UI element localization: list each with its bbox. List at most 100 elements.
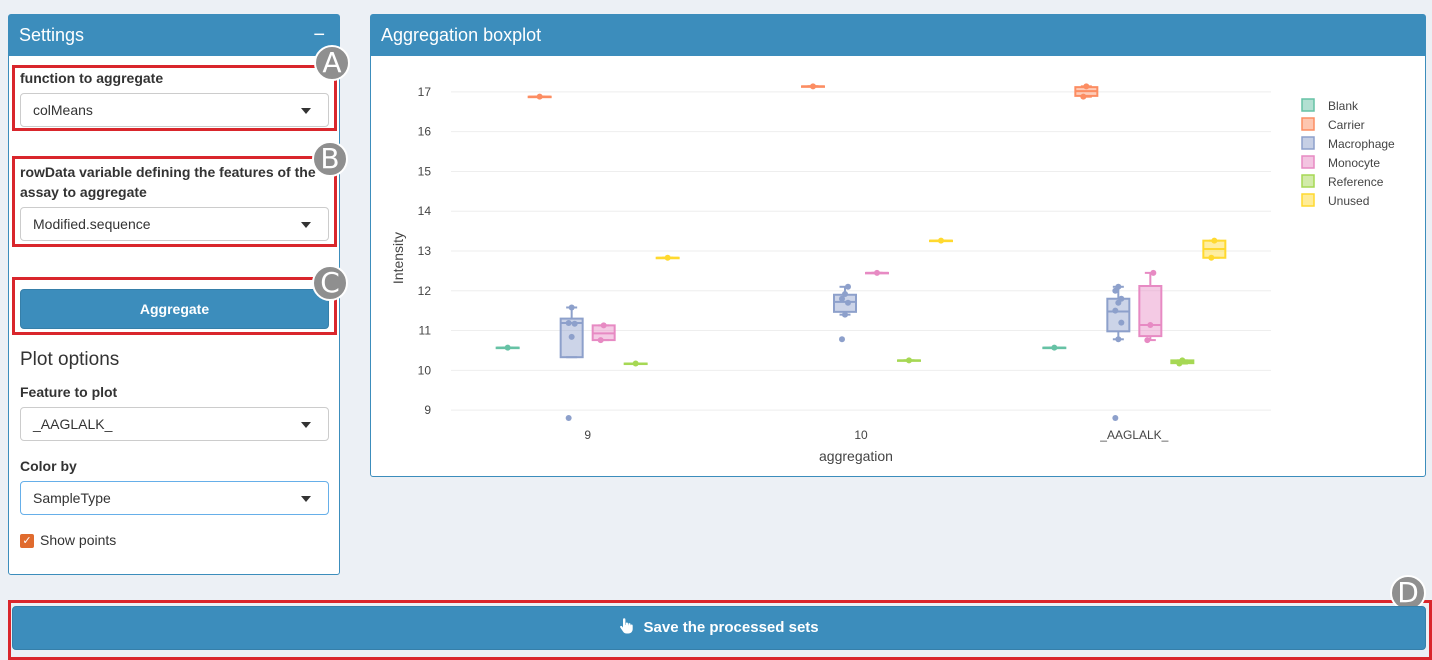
data-point[interactable]: [1211, 237, 1218, 244]
box-monocyte-10[interactable]: [865, 269, 889, 276]
data-point[interactable]: [632, 360, 639, 367]
legend-label: Blank: [1328, 99, 1359, 113]
highlight-frame-b: [12, 156, 337, 247]
data-point[interactable]: [664, 254, 671, 261]
box-unused-10[interactable]: [929, 237, 953, 244]
box-monocyte-9[interactable]: [591, 322, 616, 344]
data-point[interactable]: [1144, 337, 1151, 344]
color-by-select[interactable]: SampleType: [20, 481, 329, 515]
aggregate-function-value: colMeans: [33, 102, 93, 118]
box-blank-aaglalk[interactable]: [1042, 344, 1067, 351]
rowdata-variable-label: rowData variable defining the features o…: [20, 164, 316, 200]
box-carrier-aaglalk[interactable]: [1074, 83, 1099, 100]
data-point[interactable]: [810, 83, 816, 90]
data-point[interactable]: [1115, 283, 1122, 290]
data-point[interactable]: [839, 295, 845, 302]
legend-item-unused[interactable]: Unused: [1301, 193, 1369, 208]
caret-down-icon: [301, 222, 311, 228]
box-reference-aaglalk[interactable]: [1170, 357, 1195, 367]
box-carrier-9[interactable]: [527, 93, 552, 100]
highlight-frame-a: [12, 65, 337, 131]
box-monocyte-aaglalk[interactable]: [1138, 269, 1163, 344]
highlight-frame-d: [8, 600, 1432, 660]
save-processed-sets-button[interactable]: Save the processed sets: [12, 606, 1426, 650]
data-point[interactable]: [845, 283, 851, 290]
legend-item-monocyte[interactable]: Monocyte: [1301, 155, 1380, 170]
data-point[interactable]: [597, 337, 604, 344]
data-point[interactable]: [568, 304, 575, 311]
marker-d: D: [1390, 575, 1426, 611]
legend-swatch: [1301, 193, 1315, 207]
collapse-icon[interactable]: −: [313, 24, 325, 46]
save-button-label: Save the processed sets: [643, 619, 819, 636]
data-point[interactable]: [568, 333, 575, 340]
box-carrier-10[interactable]: [801, 83, 825, 90]
data-point[interactable]: [1208, 254, 1215, 261]
feature-to-plot-select[interactable]: _AAGLALK_: [20, 407, 329, 441]
data-point[interactable]: [938, 237, 944, 244]
data-point[interactable]: [1080, 93, 1087, 100]
box-macrophage-9[interactable]: [559, 304, 584, 422]
aggregate-button[interactable]: Aggregate: [20, 289, 329, 329]
legend-swatch: [1301, 155, 1315, 169]
aggregate-function-select[interactable]: colMeans: [20, 93, 329, 127]
x-tick-label: 9: [584, 428, 591, 442]
box-body: [833, 293, 857, 313]
data-point[interactable]: [1112, 307, 1119, 314]
box-unused-9[interactable]: [655, 254, 680, 261]
box-macrophage-aaglalk[interactable]: [1106, 283, 1131, 422]
plot-panel: Aggregation boxplot 9 10 11 12 13 14 15 16 17 9 1…: [370, 14, 1426, 477]
data-point[interactable]: [600, 322, 607, 329]
data-point[interactable]: [1118, 295, 1125, 302]
aggregation-boxplot[interactable]: 9 10 11 12 13 14 15 16 17 9 10 _AAGLALK_ aggregati…: [371, 56, 1425, 476]
rowdata-variable-select[interactable]: Modified.sequence: [20, 207, 329, 241]
box-blank-9[interactable]: [495, 344, 520, 351]
legend-label: Carrier: [1328, 118, 1365, 132]
data-point[interactable]: [1118, 319, 1125, 326]
x-axis-label: aggregation: [819, 448, 893, 464]
data-point[interactable]: [565, 319, 572, 326]
legend-item-blank[interactable]: Blank: [1301, 98, 1359, 113]
data-point[interactable]: [906, 357, 912, 364]
show-points-checkbox[interactable]: ✓: [20, 534, 34, 548]
legend-label: Unused: [1328, 194, 1369, 208]
data-point[interactable]: [1115, 336, 1122, 343]
feature-to-plot-label: Feature to plot: [20, 384, 118, 400]
box-reference-10[interactable]: [897, 357, 921, 364]
box-macrophage-10[interactable]: [833, 283, 857, 343]
plot-options-heading: Plot options: [20, 349, 120, 370]
y-tick-label: 9: [424, 403, 431, 417]
data-point[interactable]: [1083, 83, 1090, 90]
data-point[interactable]: [1051, 344, 1058, 351]
data-point[interactable]: [1147, 321, 1154, 328]
box-unused-aaglalk[interactable]: [1202, 237, 1227, 261]
data-point[interactable]: [845, 299, 851, 306]
data-point[interactable]: [874, 269, 880, 276]
data-point[interactable]: [842, 311, 848, 318]
data-point[interactable]: [842, 290, 848, 297]
y-tick-label: 12: [418, 284, 432, 298]
legend-item-macrophage[interactable]: Macrophage: [1301, 136, 1395, 151]
chart-legend[interactable]: Blank Carrier Macrophage Monocyte Reference U…: [1301, 98, 1395, 208]
legend-item-reference[interactable]: Reference: [1301, 174, 1384, 189]
box-reference-9[interactable]: [623, 360, 648, 367]
data-point[interactable]: [504, 344, 511, 351]
data-point[interactable]: [571, 320, 578, 327]
settings-title: Settings: [19, 25, 85, 45]
data-point[interactable]: [536, 93, 543, 100]
rowdata-variable-value: Modified.sequence: [33, 216, 151, 232]
caret-down-icon: [301, 108, 311, 114]
caret-down-icon: [301, 422, 311, 428]
legend-item-carrier[interactable]: Carrier: [1301, 117, 1365, 132]
color-by-label: Color by: [20, 458, 77, 474]
plot-panel-title: Aggregation boxplot: [381, 25, 542, 45]
data-point[interactable]: [839, 336, 845, 343]
data-point[interactable]: [1179, 357, 1186, 364]
data-point[interactable]: [1150, 269, 1157, 276]
show-points-label: Show points: [40, 532, 117, 548]
y-tick-label: 11: [419, 324, 432, 338]
data-point[interactable]: [1112, 415, 1119, 422]
settings-header: Settings −: [9, 15, 339, 56]
data-point[interactable]: [565, 415, 572, 422]
aggregate-function-label: function to aggregate: [20, 70, 164, 86]
